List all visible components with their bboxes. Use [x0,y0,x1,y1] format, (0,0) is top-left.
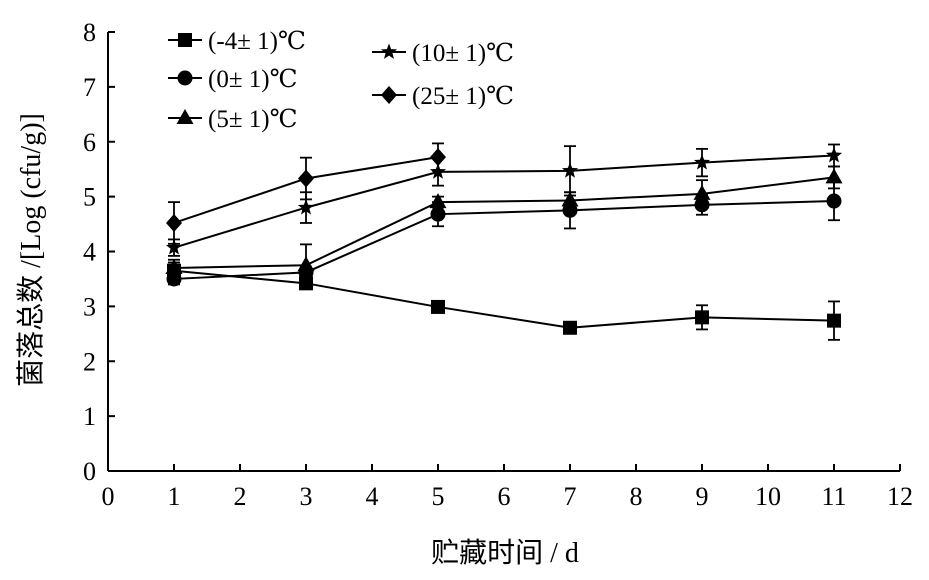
x-tick-label: 11 [821,482,846,511]
legend-marker [178,33,192,47]
legend-marker [177,70,193,86]
data-point [562,202,578,218]
x-tick-label: 0 [102,482,115,511]
data-point [430,148,446,167]
legend-item: (-4± 1)℃ [168,28,306,55]
legend-marker [381,86,397,104]
y-tick-label: 1 [83,402,96,431]
series-line [173,154,835,249]
legend-label: (10± 1)℃ [412,40,514,67]
x-tick-label: 10 [755,482,781,511]
series-layer [165,142,843,341]
data-point [825,168,843,184]
x-tick-label: 1 [168,482,181,511]
data-point [693,184,711,200]
data-point [165,239,183,255]
series-diamond [166,142,446,245]
legend-item: (10± 1)℃ [372,40,514,67]
data-point [166,271,182,287]
x-tick-label: 12 [887,482,913,511]
legend-label: (5± 1)℃ [208,106,298,133]
data-point [563,320,577,335]
legend-label: (-4± 1)℃ [208,28,306,55]
data-point [430,206,446,222]
legend-label: (0± 1)℃ [208,66,298,93]
x-tick-label: 6 [498,482,511,511]
data-point [297,199,315,215]
data-point [561,191,579,207]
data-point [166,213,182,232]
data-point [695,310,709,325]
legend: (-4± 1)℃ (0± 1)℃ (5± 1)℃ (10± 1)℃ (25± 1)℃ [168,28,514,133]
legend-item: (5± 1)℃ [168,106,298,133]
y-tick-label: 8 [83,18,96,47]
x-tick-label: 8 [630,482,643,511]
series-circle [166,180,842,287]
legend-label: (25± 1)℃ [412,83,514,110]
x-tick-label: 5 [432,482,445,511]
x-tick-label: 3 [300,482,313,511]
series-line [173,176,835,269]
data-point [165,258,183,274]
series-triangle [165,165,843,287]
x-tick-label: 2 [234,482,247,511]
y-tick-label: 0 [83,457,96,486]
data-point [431,299,445,314]
legend-item: (25± 1)℃ [372,83,514,110]
data-point [825,146,843,163]
legend-marker [176,109,194,124]
legend-item: (0± 1)℃ [168,66,298,93]
data-point [827,313,841,328]
data-point [561,162,579,178]
x-tick-label: 9 [696,482,709,511]
x-tick-label: 7 [564,482,577,511]
x-axis-label: 贮藏时间 / d [431,537,579,569]
series-star [165,143,843,257]
y-tick-label: 5 [83,183,96,212]
data-point [429,193,447,209]
data-point [297,256,315,272]
data-point [826,193,842,209]
y-tick-label: 4 [83,238,96,267]
y-tick-label: 2 [83,347,96,376]
series-line [173,200,835,280]
y-tick-label: 6 [83,128,96,157]
data-point [298,169,314,188]
y-axis-label: 菌落总数 /[Log (cfu/g)] [15,113,47,387]
y-tick-label: 7 [83,73,96,102]
series-line [173,269,835,329]
x-tick-label: 4 [366,482,379,511]
y-tick-label: 3 [83,292,96,321]
data-point [693,154,711,170]
legend-marker [380,43,398,59]
